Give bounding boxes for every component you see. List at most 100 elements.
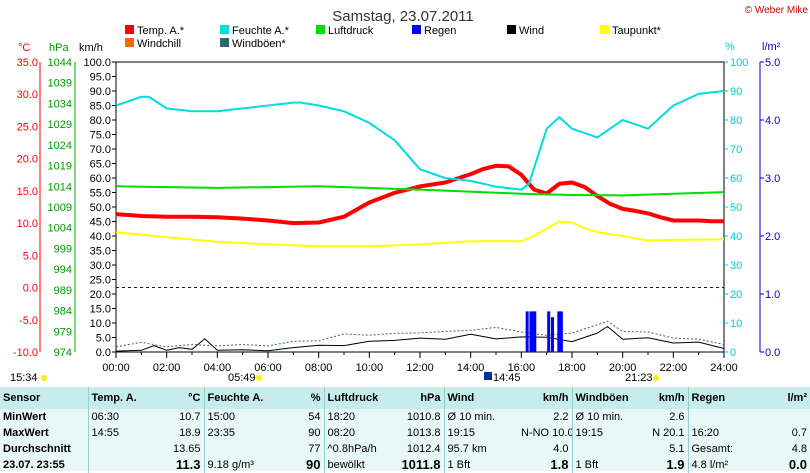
table-cell: 1012.4 — [406, 443, 441, 455]
legend-label: Feuchte A.* — [232, 25, 290, 37]
hpa-axis-unit: hPa — [49, 42, 69, 54]
header-cell: Temp. A. — [87, 387, 146, 409]
legend-label: Luftdruck — [328, 25, 374, 37]
table-cell: 19:15 — [443, 425, 518, 441]
moon-icon — [41, 375, 47, 381]
table-cell: 77 — [308, 443, 321, 455]
table-cell: 9.18 g/m³ — [203, 457, 276, 473]
table-cell: 90 — [306, 457, 321, 472]
table-cell: N-NO 10.0 — [521, 427, 572, 439]
temp-tick-label: 10.0 — [17, 218, 38, 230]
legend-label: Windchill — [137, 38, 181, 50]
hpa-tick-label: 1019 — [48, 161, 72, 173]
hpa-tick-label: 1029 — [48, 119, 72, 131]
hpa-tick-label: 989 — [54, 285, 72, 297]
table-cell: 1013.8 — [406, 427, 441, 439]
temp-tick-label: -10.0 — [13, 347, 38, 359]
temp-tick-label: 5.0 — [23, 250, 38, 262]
rain-tick-label: 3.0 — [765, 173, 780, 185]
legend-label: Temp. A.* — [137, 25, 185, 37]
rain-bar — [559, 311, 563, 352]
table-cell: 54 — [308, 411, 321, 423]
series-line — [115, 220, 725, 248]
temp-tick-label: -5.0 — [19, 315, 38, 327]
table-cell: 14:55 — [87, 425, 146, 441]
kmh-tick-label: 35.0 — [90, 246, 111, 258]
table-cell — [571, 441, 644, 457]
time-tick-label: 10:00 — [356, 362, 384, 374]
rain-bars — [525, 311, 563, 352]
pct-tick-label: 80 — [730, 115, 742, 127]
table-cell: Durchschnitt — [3, 443, 71, 455]
hpa-tick-label: 979 — [54, 326, 72, 338]
kmh-tick-label: 95.0 — [90, 72, 111, 84]
table-cell: 06:30 — [87, 409, 146, 425]
temp-tick-label: 25.0 — [17, 121, 38, 133]
kmh-tick-label: 85.0 — [90, 101, 111, 113]
pct-tick-label: 0 — [730, 347, 736, 359]
table-cell: 90 — [308, 427, 321, 439]
legend-swatch — [220, 38, 229, 47]
header-cell: Wind — [443, 387, 518, 409]
table-cell: Gesamt: — [687, 441, 760, 457]
time-tick-label: 00:00 — [102, 362, 130, 374]
sunrise-icon — [256, 375, 262, 381]
table-cell: N 20.1 — [652, 427, 685, 439]
table-cell — [87, 457, 146, 473]
rain-axis-unit: l/m² — [762, 41, 781, 53]
pct-tick-label: 100 — [730, 57, 748, 69]
table-cell: MinWert — [3, 411, 47, 423]
legend: Temp. A.* Feuchte A.* Luftdruck Regen Wind Ta… — [125, 25, 662, 50]
legend-swatch — [220, 25, 229, 34]
kmh-tick-label: 80.0 — [90, 115, 111, 127]
table-cell: 4.0 — [553, 443, 569, 455]
hpa-axis: 1044 1039 1034 1029 1024 1019 1014 1009 1004 999 9… — [48, 57, 76, 359]
header-cell: l/m² — [760, 387, 810, 409]
hpa-tick-label: 1034 — [48, 98, 72, 110]
rain-bar — [533, 311, 537, 352]
pct-axis-unit: % — [725, 41, 735, 53]
statistics-table: Sensor Temp. A. °C Feuchte A.% Luftdruck hPa W… — [0, 387, 810, 473]
table-row: MaxWert 14:55 18.9 23:35 90 08:20 1013.8 19:15 N… — [0, 425, 810, 441]
hpa-tick-label: 974 — [54, 347, 72, 359]
header-cell: Luftdruck — [323, 387, 398, 409]
rain-tick-label: 1.0 — [765, 289, 780, 301]
rain-tick-label: 2.0 — [765, 231, 780, 243]
pct-tick-label: 60 — [730, 173, 742, 185]
kmh-axis: 100.0 95.0 90.0 85.0 80.0 75.0 70.0 65.0 60.0 55.… — [83, 57, 111, 359]
pct-tick-label: 10 — [730, 318, 742, 330]
hpa-tick-label: 1009 — [48, 202, 72, 214]
time-tick-label: 20:00 — [609, 362, 637, 374]
legend-swatch — [125, 38, 134, 47]
rain-bar — [547, 311, 551, 352]
table-cell: 16:20 — [687, 425, 760, 441]
pct-tick-label: 40 — [730, 231, 742, 243]
temp-tick-label: 20.0 — [17, 154, 38, 166]
rain-bar — [525, 311, 529, 352]
table-cell: 1010.8 — [406, 411, 441, 423]
table-cell: 08:20 — [323, 425, 398, 441]
table-cell — [87, 441, 146, 457]
time-tick-label: 18:00 — [558, 362, 586, 374]
header-cell: °C — [146, 387, 204, 409]
header-cell: Windböen — [571, 387, 644, 409]
kmh-axis-unit: km/h — [79, 42, 103, 54]
header-cell: Feuchte A. — [203, 387, 276, 409]
table-cell — [687, 409, 760, 425]
table-cell: ^0.8hPa/h — [323, 441, 398, 457]
header-cell: % — [276, 387, 324, 409]
kmh-tick-label: 5.0 — [96, 333, 111, 345]
header-cell: Regen — [687, 387, 760, 409]
hpa-tick-label: 999 — [54, 243, 72, 255]
table-cell: 23:35 — [203, 425, 276, 441]
series-line — [115, 90, 725, 191]
kmh-tick-label: 75.0 — [90, 130, 111, 142]
time-tick-label: 04:00 — [204, 362, 232, 374]
kmh-tick-label: 90.0 — [90, 86, 111, 98]
table-cell: 1 Bft — [571, 457, 644, 473]
sun-markers: 15:34 05:49 21:23 14:45 — [10, 372, 659, 384]
legend-label: Wind — [519, 25, 544, 37]
kmh-tick-label: 100.0 — [83, 57, 111, 69]
legend-label: Taupunkt* — [612, 25, 662, 37]
